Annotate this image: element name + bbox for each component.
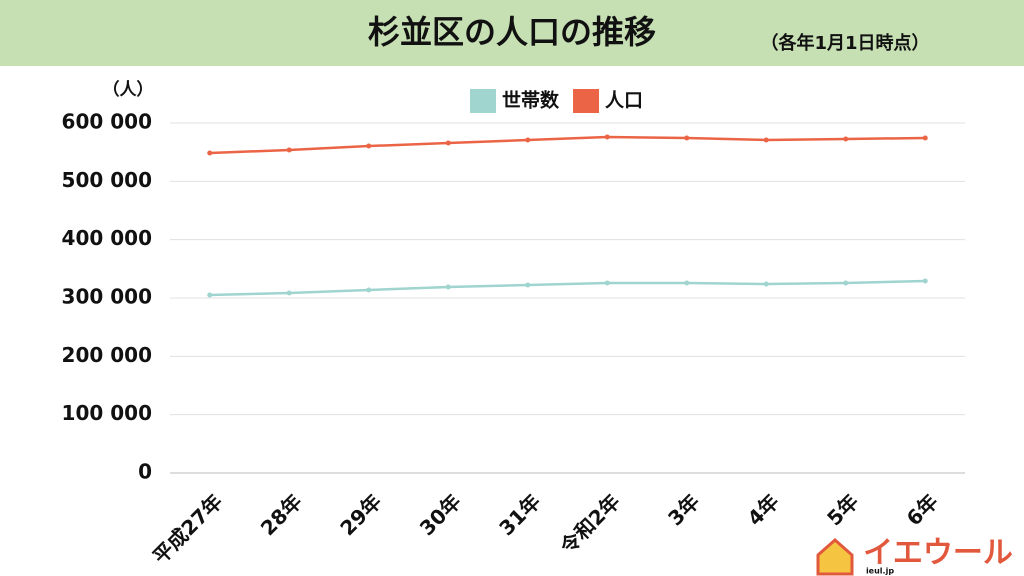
y-tick-label: 0 [138, 460, 152, 484]
data-point [366, 287, 372, 293]
header-band [0, 0, 1024, 66]
data-point [763, 281, 769, 287]
legend-label: 人口 [605, 90, 643, 112]
data-point [843, 136, 849, 142]
data-point [684, 135, 690, 141]
logo-url: ieul.jp [866, 567, 894, 576]
data-point [525, 137, 531, 143]
data-point [684, 280, 690, 286]
y-tick-label: 500 000 [62, 168, 152, 192]
data-point [922, 135, 928, 141]
data-point [604, 280, 610, 286]
data-point [763, 137, 769, 143]
series-line [209, 135, 926, 155]
legend-swatch [573, 89, 600, 113]
y-tick-label: 400 000 [62, 226, 152, 250]
logo: イエウール ieul.jp [816, 536, 1013, 576]
data-point [525, 282, 531, 288]
y-tick-label: 200 000 [62, 343, 152, 367]
data-point [445, 284, 451, 290]
logo-text: イエウール [863, 536, 1013, 571]
data-point [286, 147, 292, 153]
data-point [366, 143, 372, 149]
chart-title: 杉並区の人口の推移 [368, 13, 656, 51]
y-tick-label: 300 000 [62, 285, 152, 309]
data-point [207, 292, 213, 298]
logo-house [816, 537, 854, 576]
legend-swatch [470, 89, 496, 113]
data-point [286, 290, 292, 296]
y-tick-label: 600 000 [62, 110, 152, 134]
data-point [604, 134, 610, 140]
legend-label: 世帯数 [502, 89, 560, 112]
chart-subtitle: （各年1月1日時点） [760, 32, 929, 54]
data-point [207, 150, 213, 156]
data-point [445, 140, 451, 146]
data-point [843, 280, 849, 286]
y-tick-label: 100 000 [62, 401, 152, 425]
series-line [209, 279, 926, 297]
data-point [922, 278, 928, 284]
y-axis-unit: （人） [103, 79, 154, 100]
